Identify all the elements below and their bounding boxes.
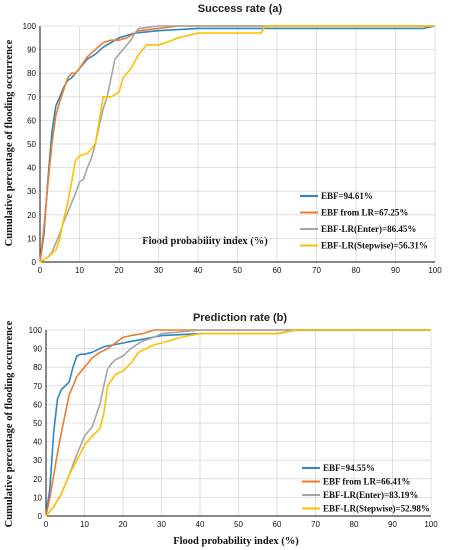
grid — [40, 25, 436, 262]
y-tick-label: 90 — [27, 46, 36, 55]
y-tick-label: 90 — [33, 345, 42, 354]
x-tick-label: 50 — [234, 520, 243, 529]
series-lines — [39, 25, 436, 263]
y-tick-label: 80 — [27, 69, 36, 78]
x-tick-label: 20 — [115, 266, 124, 275]
x-tick-label: 30 — [154, 266, 163, 275]
y-tick-label: 20 — [27, 211, 36, 220]
series-line-4 — [45, 329, 431, 517]
series-line-1 — [39, 25, 436, 263]
y-axis-label: Cumulative percentage of flooding occurr… — [4, 320, 15, 527]
x-tick-label: 90 — [388, 520, 397, 529]
x-axis-label: Flood probability index (%) — [142, 236, 268, 247]
legend-entry-label: EBF from LR=67.25% — [321, 208, 408, 218]
series-line-2 — [45, 329, 431, 517]
x-tick-label: 10 — [75, 266, 84, 275]
y-tick-label: 80 — [33, 363, 42, 372]
legend: EBF=94.55% EBF from LR=66.41% EBF-LR(Enter… — [302, 463, 430, 514]
y-tick-label: 30 — [27, 187, 36, 196]
y-tick-label: 50 — [33, 419, 42, 428]
y-tick-label: 40 — [27, 164, 36, 173]
x-tick-label: 70 — [311, 520, 320, 529]
y-tick-label: 100 — [23, 22, 37, 31]
prediction-rate-chart: Prediction rate (b) Cumulative percentag… — [4, 312, 438, 547]
legend: EBF=94.61% EBF from LR=67.25% EBF-LR(Enter… — [300, 191, 428, 251]
series-line-4 — [39, 25, 435, 263]
x-axis-label: Flood probability index (%) — [173, 536, 299, 547]
legend-entry-label: EBF-LR(Enter)=83.19% — [323, 490, 418, 500]
x-tick-label: 60 — [273, 520, 282, 529]
x-tick-label: 50 — [233, 266, 242, 275]
y-tick-label: 10 — [27, 234, 36, 243]
y-tick-label: 10 — [33, 493, 42, 502]
legend-entry-label: EBF=94.55% — [323, 463, 375, 473]
series-lines — [45, 329, 431, 517]
x-tick-label: 20 — [119, 520, 128, 529]
x-tick-label: 100 — [428, 266, 442, 275]
x-tick-label: 100 — [424, 520, 438, 529]
axes: 0 10 20 30 40 50 60 70 80 90 100 0 10 20 30 40 50 60 70 80 9… — [23, 22, 443, 275]
y-tick-label: 70 — [33, 382, 42, 391]
grid — [46, 329, 432, 516]
x-tick-label: 40 — [196, 520, 205, 529]
chart-title: Success rate (a) — [198, 3, 283, 15]
y-tick-label: 70 — [27, 93, 36, 102]
y-tick-label: 0 — [32, 258, 37, 267]
x-tick-label: 60 — [273, 266, 282, 275]
x-tick-label: 10 — [80, 520, 89, 529]
x-tick-label: 80 — [350, 520, 359, 529]
x-tick-label: 0 — [38, 266, 43, 275]
y-tick-label: 20 — [33, 475, 42, 484]
chart-title: Prediction rate (b) — [193, 312, 287, 324]
x-tick-label: 80 — [352, 266, 361, 275]
x-tick-label: 70 — [312, 266, 321, 275]
x-tick-label: 40 — [194, 266, 203, 275]
x-tick-label: 30 — [157, 520, 166, 529]
legend-entry-label: EBF from LR=66.41% — [323, 477, 410, 487]
legend-entry-label: EBF=94.61% — [321, 191, 373, 201]
y-tick-label: 50 — [27, 140, 36, 149]
y-tick-label: 100 — [29, 326, 43, 335]
axes: 0 10 20 30 40 50 60 70 80 90 100 0 10 20 30 40 50 60 70 80 9… — [29, 326, 439, 529]
y-tick-label: 60 — [33, 400, 42, 409]
y-axis-label: Cumulative percentage of flooding occurr… — [4, 39, 15, 246]
y-tick-label: 0 — [38, 512, 43, 521]
success-rate-chart: Success rate (a) Cumulative percentage o… — [4, 3, 442, 275]
y-tick-label: 30 — [33, 456, 42, 465]
legend-entry-label: EBF-LR(Enter)=86.45% — [321, 224, 416, 234]
y-tick-label: 40 — [33, 438, 42, 447]
legend-entry-label: EBF-LR(Stepwise)=56.31% — [321, 241, 428, 251]
series-line-2 — [39, 25, 435, 263]
x-tick-label: 0 — [44, 520, 49, 529]
x-tick-label: 90 — [391, 266, 400, 275]
y-tick-label: 60 — [27, 116, 36, 125]
legend-entry-label: EBF-LR(Stepwise)=52.98% — [323, 504, 430, 514]
